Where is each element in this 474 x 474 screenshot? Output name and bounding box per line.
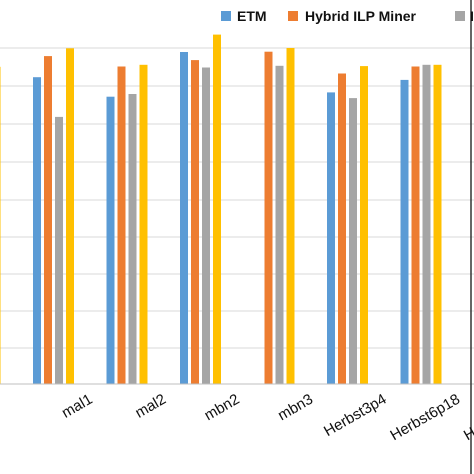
- legend-swatch: [221, 11, 231, 21]
- legend-label: ETM: [237, 8, 267, 24]
- x-tick-label: Herbst6p18: [387, 391, 463, 445]
- bar: [202, 67, 210, 384]
- bar: [264, 51, 273, 384]
- bar: [360, 66, 368, 384]
- legend: ETM Hybrid ILP Miner I: [221, 8, 474, 24]
- gridlines: [0, 47, 474, 349]
- bar: [422, 64, 431, 385]
- bar: [338, 73, 346, 384]
- x-tick-label: mbn3: [275, 391, 316, 424]
- bars: [0, 34, 442, 385]
- legend-label: Hybrid ILP Miner: [305, 8, 417, 24]
- bar: [191, 60, 199, 384]
- bar: [400, 79, 409, 385]
- bar: [117, 66, 126, 384]
- x-tick-label: mal2: [132, 391, 169, 422]
- x-tick-label: mbn2: [201, 391, 242, 424]
- x-tick-label: Herbst3p4: [321, 391, 389, 440]
- legend-swatch: [455, 11, 465, 21]
- bar: [128, 94, 137, 384]
- bar: [213, 34, 221, 384]
- bar: [44, 56, 52, 384]
- bar: [349, 98, 357, 384]
- bar: [55, 116, 63, 385]
- bar: [275, 65, 284, 385]
- bar: [327, 92, 335, 385]
- bar: [433, 64, 442, 385]
- bar: [139, 64, 148, 385]
- x-tick-label: mal1: [59, 391, 96, 422]
- bar: [106, 96, 115, 384]
- legend-label: I: [470, 8, 474, 24]
- bar: [33, 77, 41, 384]
- legend-swatch: [288, 11, 298, 21]
- bar: [180, 52, 188, 384]
- bar: [286, 48, 295, 384]
- x-tick-label: Herbst6p30: [461, 391, 474, 445]
- bar: [411, 66, 420, 384]
- bar: [66, 48, 74, 385]
- x-tick-labels: mal1 mal2 mbn2 mbn3 Herbst3p4Herbst6p18Herbs…: [59, 391, 474, 445]
- bar: [0, 66, 1, 385]
